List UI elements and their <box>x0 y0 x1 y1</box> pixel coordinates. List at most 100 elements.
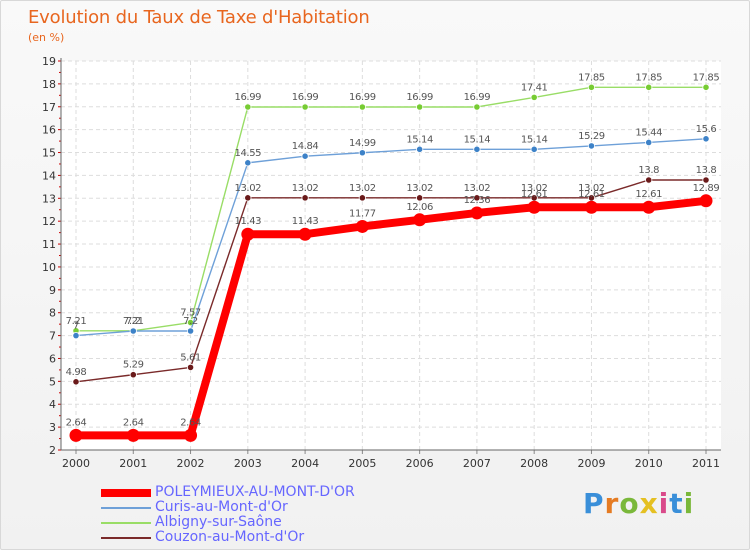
data-point[interactable] <box>416 194 424 202</box>
legend-label: Couzon-au-Mont-d'Or <box>155 529 305 545</box>
data-label: 13.02 <box>521 183 548 194</box>
data-label: 11.43 <box>292 216 319 227</box>
data-point[interactable] <box>587 142 596 150</box>
data-point[interactable] <box>527 200 541 214</box>
data-point[interactable] <box>358 149 366 157</box>
data-label: 4.98 <box>66 367 87 378</box>
data-label: 15.6 <box>696 124 717 135</box>
data-point[interactable] <box>702 135 710 143</box>
data-point[interactable] <box>645 83 653 91</box>
y-tick-label: 11 <box>42 238 56 251</box>
data-label: 14.99 <box>349 138 376 149</box>
x-tick-label: 2009 <box>577 457 605 470</box>
data-point[interactable] <box>645 176 653 184</box>
y-tick-label: 15 <box>42 147 56 160</box>
logo-letter: t <box>669 487 684 520</box>
y-tick-label: 9 <box>49 284 56 297</box>
data-label: 12.61 <box>521 189 548 200</box>
data-point[interactable] <box>355 219 369 233</box>
x-tick-label: 2000 <box>62 457 90 470</box>
data-point[interactable] <box>129 371 137 379</box>
data-point[interactable] <box>244 194 252 202</box>
data-point[interactable] <box>470 206 484 220</box>
data-point[interactable] <box>587 83 596 91</box>
series-line <box>76 196 707 440</box>
legend-label: POLEYMIEUX-AU-MONT-D'OR <box>155 484 355 500</box>
data-point[interactable] <box>413 213 427 227</box>
legend-swatch <box>101 537 151 539</box>
data-point[interactable] <box>72 378 80 386</box>
y-tick-label: 8 <box>49 307 56 320</box>
data-label: 2.64 <box>66 417 87 428</box>
data-point[interactable] <box>241 227 255 241</box>
y-tick-label: 14 <box>42 169 56 182</box>
data-point[interactable] <box>358 194 366 202</box>
data-label: 5.29 <box>123 360 144 371</box>
legend-swatch <box>101 522 151 524</box>
data-point[interactable] <box>473 194 481 202</box>
data-point[interactable] <box>244 159 252 167</box>
data-label: 17.85 <box>578 72 605 83</box>
plot-area <box>61 61 721 450</box>
x-tick-label: 2008 <box>520 457 548 470</box>
data-label: 16.99 <box>234 92 261 103</box>
data-point[interactable] <box>702 176 710 184</box>
data-point[interactable] <box>416 145 424 153</box>
y-tick-label: 10 <box>42 261 56 274</box>
data-label: 11.77 <box>349 208 376 219</box>
data-point[interactable] <box>129 327 137 335</box>
data-point[interactable] <box>584 200 598 214</box>
data-label: 15.14 <box>521 134 548 145</box>
data-point[interactable] <box>69 428 83 442</box>
data-label: 7.2 <box>126 316 141 327</box>
data-label: 16.99 <box>406 92 433 103</box>
data-label: 12.06 <box>406 202 433 213</box>
legend-label: Curis-au-Mont-d'Or <box>155 499 288 515</box>
y-tick-label: 3 <box>49 421 56 434</box>
data-point[interactable] <box>186 327 195 335</box>
data-point[interactable] <box>301 152 309 160</box>
data-point[interactable] <box>473 103 481 111</box>
x-tick-label: 2010 <box>635 457 663 470</box>
chart-title: Evolution du Taux de Taxe d'Habitation <box>28 7 370 28</box>
data-point[interactable] <box>645 138 653 147</box>
data-point[interactable] <box>358 103 366 111</box>
axes: 2 3 4 5 6 7 8 9 10 11 12 13 14 15 16 17 18 19 2000 2001 2002… <box>42 55 721 470</box>
data-label: 14.55 <box>234 148 261 159</box>
legend-swatch <box>101 507 151 509</box>
data-point[interactable] <box>301 194 309 202</box>
x-tick-label: 2007 <box>463 457 491 470</box>
data-point[interactable] <box>473 145 481 153</box>
data-point[interactable] <box>301 103 309 111</box>
data-point[interactable] <box>126 428 140 442</box>
legend-swatch <box>101 489 151 497</box>
data-label: 15.14 <box>464 134 491 145</box>
data-point[interactable] <box>186 363 195 371</box>
series-0 <box>69 194 713 442</box>
logo-letter: i <box>658 487 670 520</box>
data-point[interactable] <box>416 103 424 111</box>
data-label: 16.99 <box>349 92 376 103</box>
data-point[interactable] <box>699 194 713 208</box>
data-label: 17.85 <box>693 72 720 83</box>
data-point[interactable] <box>642 200 656 214</box>
data-point[interactable] <box>530 145 538 153</box>
data-labels: 7.21 7.21 7.57 16.99 16.99 16.99 16.99 16.99 17.… <box>66 72 720 428</box>
data-label: 13.02 <box>234 183 261 194</box>
data-point[interactable] <box>702 83 710 91</box>
series-line <box>76 86 706 332</box>
data-point[interactable] <box>72 331 80 340</box>
data-point[interactable] <box>184 428 198 442</box>
data-label: 15.14 <box>406 134 433 145</box>
data-label: 13.02 <box>349 183 376 194</box>
y-tick-label: 13 <box>42 192 56 205</box>
data-point[interactable] <box>244 103 252 111</box>
x-tick-label: 2006 <box>406 457 434 470</box>
series-group <box>69 83 713 442</box>
x-tick-label: 2001 <box>119 457 147 470</box>
data-label: 7.57 <box>180 308 201 319</box>
data-point[interactable] <box>530 93 538 101</box>
data-point[interactable] <box>298 227 312 241</box>
